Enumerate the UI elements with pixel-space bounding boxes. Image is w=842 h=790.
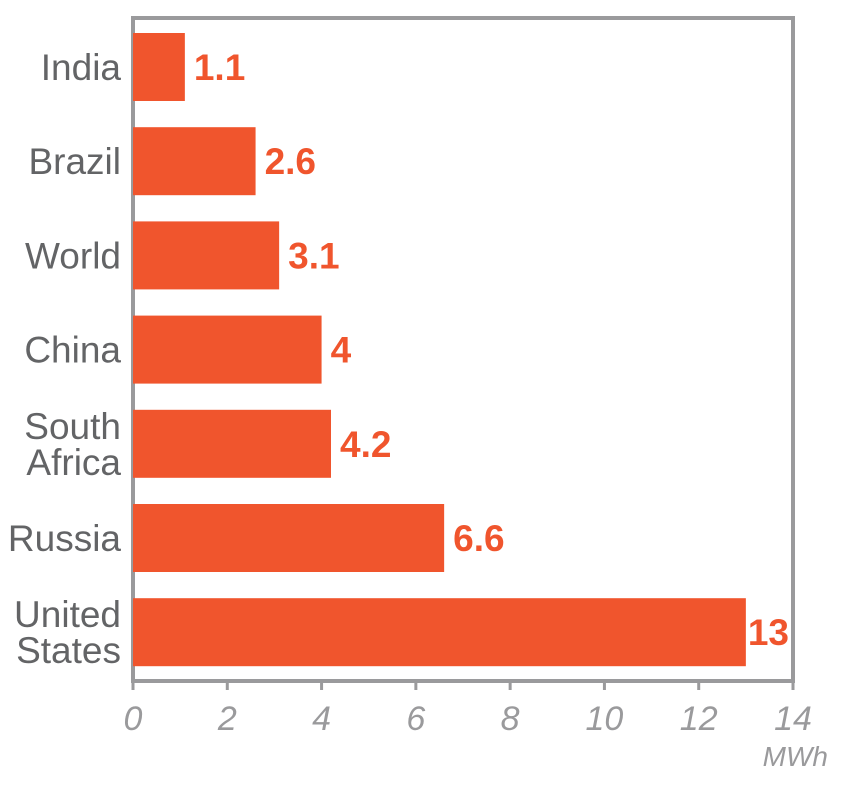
category-label-line: States: [16, 630, 121, 671]
x-axis-unit-label: MWh: [763, 741, 828, 772]
category-label-line: United: [14, 594, 121, 635]
value-label: 2.6: [265, 141, 316, 182]
bar-india: [133, 33, 185, 101]
category-label-line: South: [24, 406, 121, 447]
x-tick-label: 10: [586, 700, 624, 738]
bars-group: [133, 33, 746, 667]
category-label: South Africa: [24, 406, 121, 483]
value-label: 4: [331, 330, 352, 371]
category-label-line: Africa: [26, 442, 121, 483]
x-tick-label: 12: [680, 700, 718, 738]
x-tick-label: 0: [124, 700, 143, 738]
bar-brazil: [133, 127, 256, 196]
value-label: 6.6: [453, 518, 504, 559]
category-label: Russia: [8, 518, 122, 559]
value-labels-group: 1.1 2.6 3.1 4 4.2 6.6 13: [194, 47, 789, 653]
value-label: 13: [748, 612, 789, 653]
category-label: United States: [14, 594, 121, 671]
bar-south-africa: [133, 409, 331, 478]
x-axis-ticks-group: 0 2 4 6 8 10 12 14: [124, 681, 812, 738]
category-label: Brazil: [28, 141, 121, 182]
category-label: India: [41, 47, 122, 88]
bar-united-states: [133, 598, 746, 667]
category-labels-group: India Brazil World China South Africa Russia Un…: [8, 47, 122, 671]
bar-russia: [133, 504, 445, 572]
x-tick-label: 6: [406, 700, 425, 738]
bar-world: [133, 221, 280, 290]
x-tick-label: 8: [501, 700, 520, 738]
x-tick-label: 2: [217, 700, 237, 738]
x-tick-label: 14: [774, 700, 812, 738]
category-label: China: [24, 330, 121, 371]
value-label: 3.1: [288, 235, 339, 276]
x-tick-label: 4: [312, 700, 331, 738]
category-label: World: [25, 235, 121, 276]
value-label: 4.2: [340, 424, 391, 465]
value-label: 1.1: [194, 47, 245, 88]
bar-china: [133, 315, 322, 384]
